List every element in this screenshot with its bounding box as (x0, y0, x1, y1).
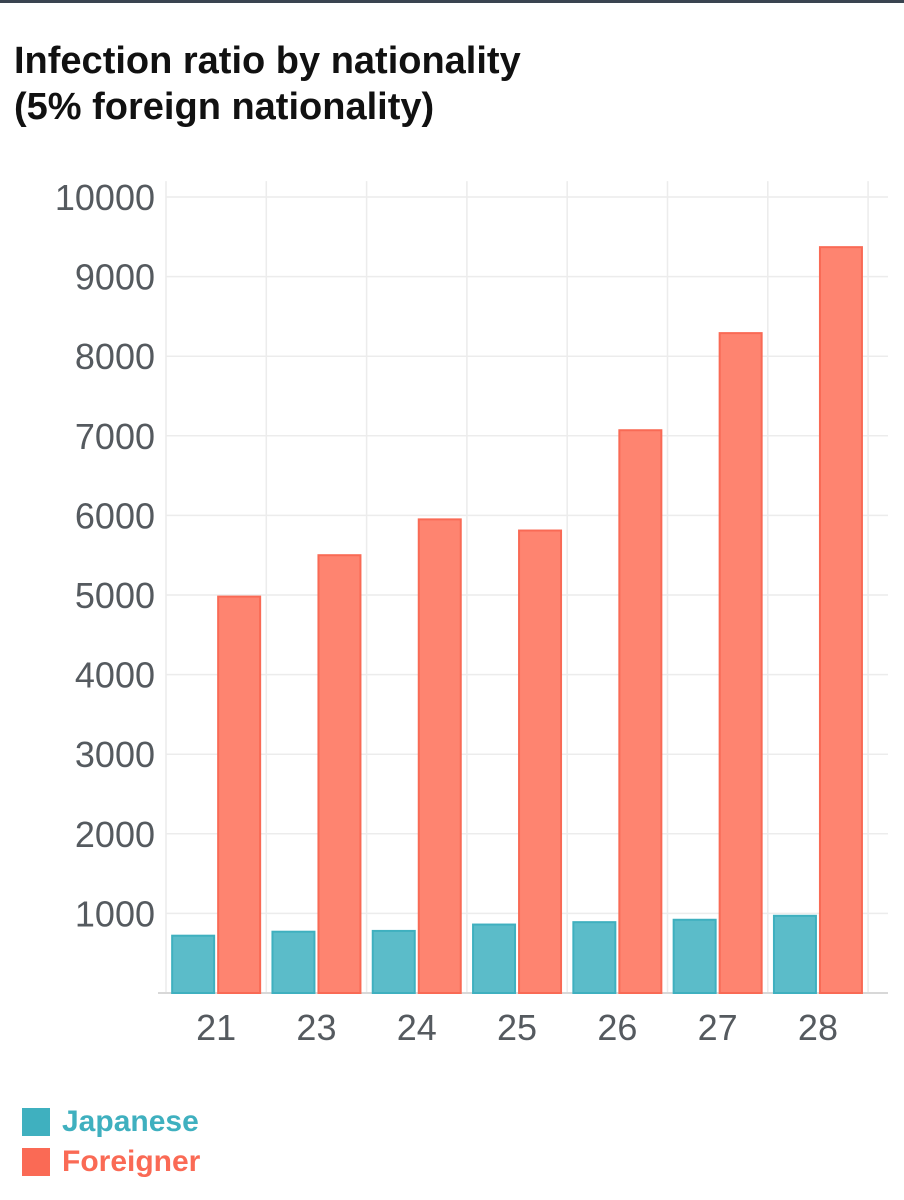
legend-item-japanese: Japanese (22, 1102, 200, 1142)
bar-foreigner-24 (417, 518, 462, 994)
legend-swatch-foreigner (22, 1148, 50, 1176)
y-tick-label: 7000 (75, 416, 155, 457)
x-tick-label: 21 (196, 1007, 236, 1048)
legend: Japanese Foreigner (22, 1102, 200, 1182)
bar-japanese-28 (772, 914, 817, 995)
top-divider (0, 0, 904, 3)
grid-lines (165, 181, 888, 993)
x-tick-label: 25 (497, 1007, 537, 1048)
bar-foreigner-23 (317, 554, 362, 994)
x-tick-label: 24 (397, 1007, 437, 1048)
y-tick-label: 8000 (75, 336, 155, 377)
bar-foreigner-26 (618, 429, 663, 994)
y-tick-label: 1000 (75, 893, 155, 934)
legend-label-foreigner: Foreigner (62, 1145, 201, 1178)
chart-title: Infection ratio by nationality (5% forei… (14, 38, 874, 130)
legend-item-foreigner: Foreigner (22, 1142, 200, 1182)
bar-foreigner-28 (818, 246, 863, 994)
x-tick-label: 28 (798, 1007, 838, 1048)
y-axis-ticks: 1000 2000 3000 4000 5000 6000 7000 8000 9000 1000… (55, 177, 155, 934)
bar-japanese-21 (171, 934, 216, 994)
bar-japanese-23 (271, 930, 316, 995)
y-tick-label: 4000 (75, 655, 155, 696)
y-tick-label: 3000 (75, 734, 155, 775)
bar-japanese-25 (472, 923, 517, 995)
bar-foreigner-21 (217, 595, 262, 994)
legend-label-japanese: Japanese (62, 1105, 199, 1138)
bar-foreigner-27 (718, 332, 763, 994)
y-tick-label: 5000 (75, 575, 155, 616)
bar-japanese-27 (672, 918, 717, 995)
x-tick-label: 23 (296, 1007, 336, 1048)
x-tick-label: 26 (597, 1007, 637, 1048)
x-tick-label: 27 (698, 1007, 738, 1048)
y-tick-label: 6000 (75, 495, 155, 536)
bar-chart: 1000 2000 3000 4000 5000 6000 7000 8000 9000 1000… (55, 177, 888, 1048)
bar-foreigner-25 (518, 529, 563, 994)
y-tick-label: 2000 (75, 814, 155, 855)
legend-swatch-japanese (22, 1108, 50, 1136)
chart-title-line-2: (5% foreign nationality) (14, 86, 435, 128)
chart-title-line-1: Infection ratio by nationality (14, 40, 521, 82)
bar-japanese-26 (572, 921, 617, 995)
x-axis-ticks: 21 23 24 25 26 27 28 (196, 1007, 838, 1048)
bar-japanese-24 (371, 929, 416, 994)
bars (171, 246, 863, 995)
y-tick-label: 10000 (55, 177, 155, 218)
y-tick-label: 9000 (75, 257, 155, 298)
